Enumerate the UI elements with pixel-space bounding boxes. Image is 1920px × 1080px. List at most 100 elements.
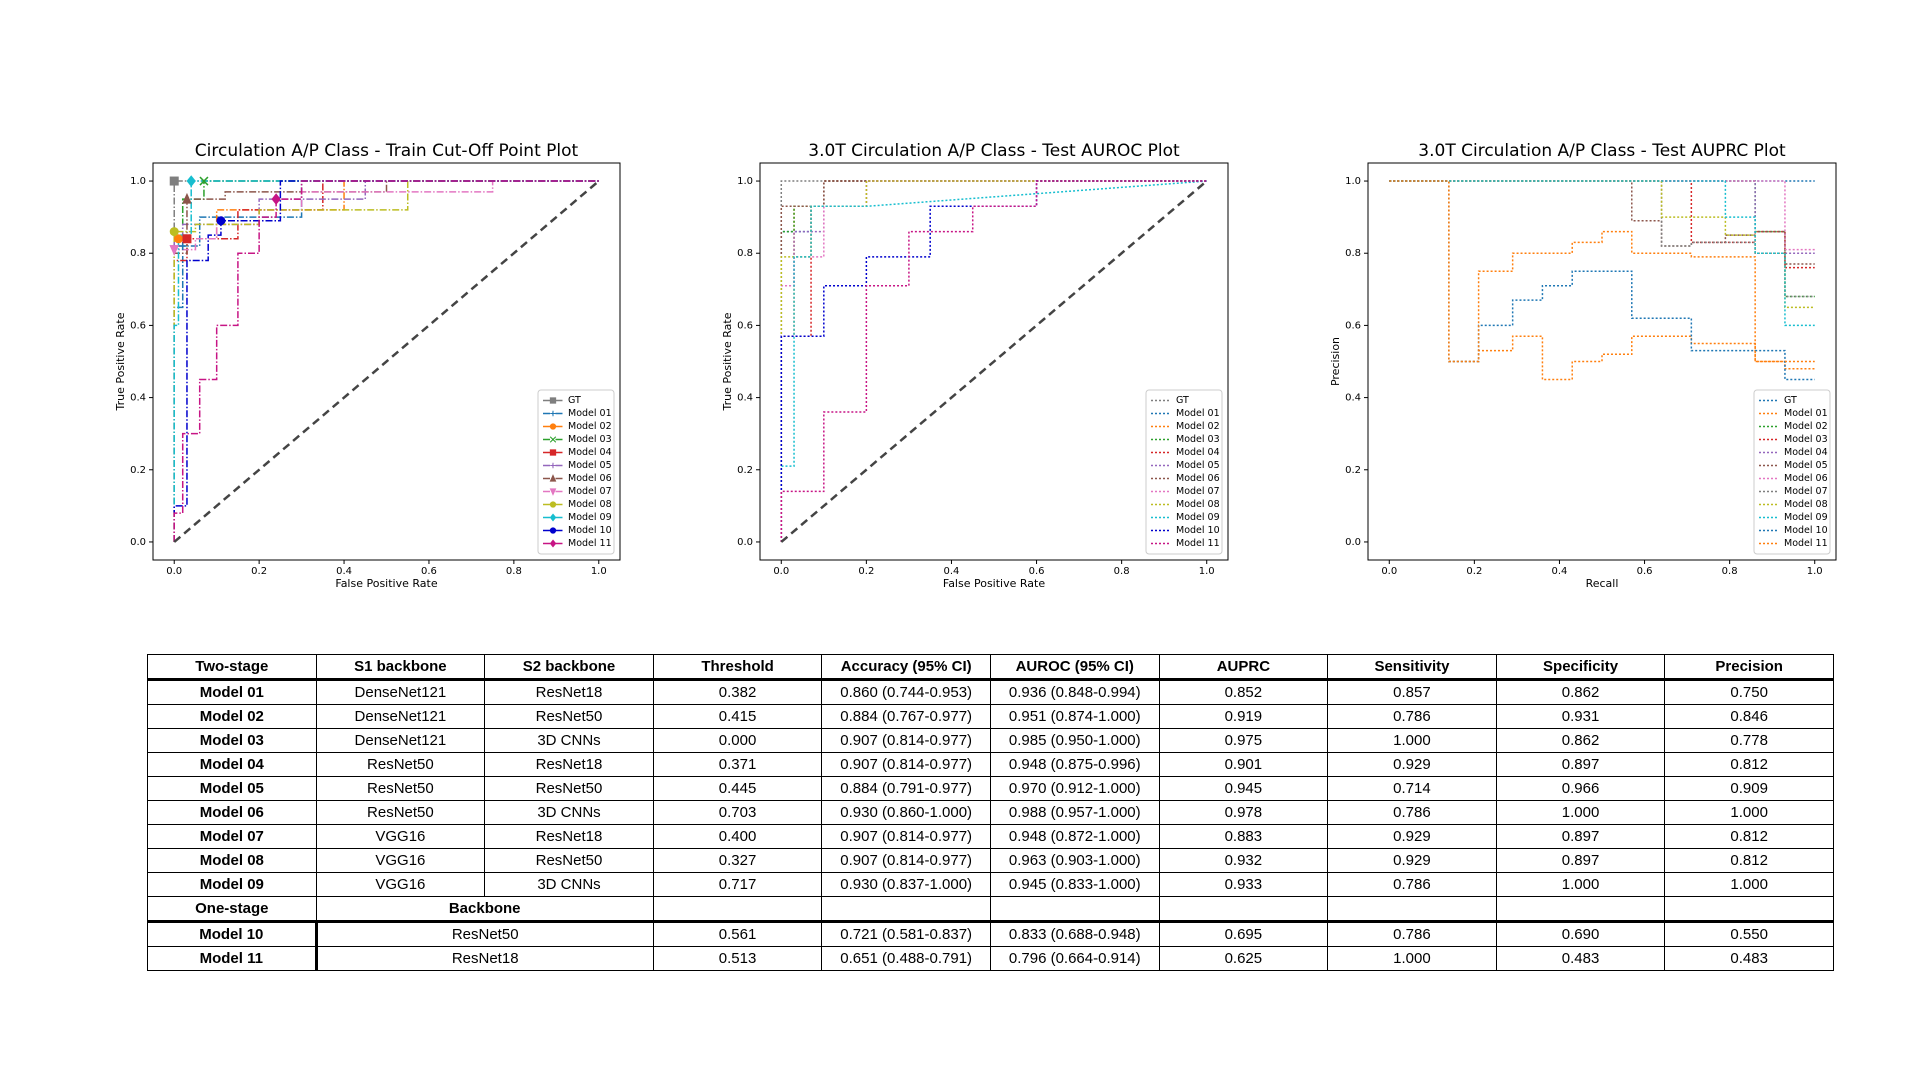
table-cell: Model 09 [147,872,317,897]
table-cell: Threshold [652,654,823,681]
marker [549,423,557,430]
table-cell: 1.000 [1327,946,1497,971]
marker [216,216,226,226]
legend-label: Model 07 [1176,486,1220,497]
table-cell: 0.932 [1158,848,1329,873]
table-cell [652,896,823,923]
table-cell: Model 01 [147,679,317,705]
table-cell: 0.445 [652,776,823,801]
legend-label: Model 04 [1784,447,1828,458]
marker [549,474,557,482]
marker [549,527,557,534]
table-cell: Backbone [315,896,654,923]
table-cell [989,896,1160,923]
table-cell: 1.000 [1495,800,1666,825]
legend-label: Model 10 [1784,525,1828,536]
table-cell: 0.483 [1664,946,1834,971]
table-cell: Model 07 [147,824,317,849]
table-cell: 3D CNNs [484,800,654,825]
legend-label: Model 03 [1176,434,1220,445]
legend-label: Model 06 [1176,473,1220,484]
legend-label: Model 02 [568,421,612,432]
table-cell: 0.786 [1327,800,1497,825]
legend-label: Model 02 [1784,421,1828,432]
table-cell: Model 11 [147,946,318,971]
table-row: Model 11 ResNet18 0.513 0.651 (0.488-0.791)… [147,946,1834,971]
table-cell: Model 04 [147,752,317,777]
table-cell: 0.721 (0.581-0.837) [821,921,991,947]
reference-line [780,180,1208,543]
reference-line [173,180,600,543]
table-cell: 0.929 [1327,848,1497,873]
y-tick-label: 0.8 [130,248,146,259]
table-cell: 0.750 [1664,679,1834,705]
legend-label: Model 11 [568,538,612,549]
table-cell: 0.945 [1158,776,1329,801]
y-tick-label: 0.0 [1345,537,1361,548]
marker [182,234,192,244]
legend-label: Model 01 [568,408,612,419]
results-table: Two-stage S1 backbone S2 backbone Threshold… [147,654,1834,971]
y-tick-label: 1.0 [737,176,753,187]
legend-label: GT [1176,395,1189,406]
table-cell: 0.907 (0.814-0.977) [821,848,991,873]
table-row: Model 07 VGG16 ResNet18 0.400 0.907 (0.814-0… [147,824,1834,849]
marker [550,410,556,417]
marker [271,193,281,205]
x-tick-label: 1.0 [1199,566,1215,577]
table-cell: 0.907 (0.814-0.977) [821,752,991,777]
table-cell: 0.833 (0.688-0.948) [989,921,1160,947]
y-tick-label: 0.6 [737,320,753,331]
table-cell: Model 05 [147,776,317,801]
curve [173,180,599,542]
curve [1389,180,1815,309]
marker [169,176,179,186]
chart-title: 3.0T Circulation A/P Class - Test AUPRC … [1418,141,1786,161]
table-cell: ResNet50 [484,776,654,801]
x-tick-label: 0.6 [421,566,437,577]
table-cell: 0.717 [652,872,823,897]
table-cell: 0.400 [652,824,823,849]
marker [173,234,183,244]
table-cell: 0.988 (0.957-1.000) [989,800,1160,825]
table-cell: 0.945 (0.833-1.000) [989,872,1160,897]
table-cell: ResNet50 [315,921,654,947]
y-tick-label: 0.4 [737,393,753,404]
table-cell: 0.975 [1158,728,1329,753]
table-row: Model 06 ResNet50 3D CNNs 0.703 0.930 (0.860… [147,800,1834,825]
legend-label: Model 07 [568,486,612,497]
table-cell: Model 02 [147,704,317,729]
table-cell: 0.812 [1664,752,1834,777]
y-tick-label: 0.2 [1345,465,1361,476]
table-cell: ResNet50 [484,848,654,873]
table-cell: Specificity [1495,654,1666,681]
marker [182,192,192,204]
table-row: Model 05 ResNet50 ResNet50 0.445 0.884 (0.79… [147,776,1834,801]
legend-label: Model 01 [1784,408,1828,419]
plot-frame [152,162,621,561]
table-row: Model 02 DenseNet121 ResNet50 0.415 0.884 (0… [147,704,1834,729]
legend-label: Model 02 [1176,421,1220,432]
legend-label: Model 05 [1784,460,1828,471]
x-tick-label: 0.2 [858,566,874,577]
table-cell: 0.963 (0.903-1.000) [989,848,1160,873]
x-tick-label: 0.8 [506,566,522,577]
table-cell: S2 backbone [484,654,654,681]
legend-label: Model 06 [1784,473,1828,484]
table-cell [1495,896,1666,923]
y-tick-label: 0.0 [737,537,753,548]
table-cell: 0.862 [1495,679,1666,705]
table-cell: 3D CNNs [484,728,654,753]
table-cell: 0.930 (0.860-1.000) [821,800,991,825]
legend-label: Model 05 [1176,460,1220,471]
table-cell: 0.550 [1664,921,1834,947]
table-row: Model 08 VGG16 ResNet50 0.327 0.907 (0.814-0… [147,848,1834,873]
table-cell: Two-stage [147,654,317,681]
curve [1389,180,1815,251]
charts: Circulation A/P Class - Train Cut-Off Po… [114,141,1837,590]
table-cell: 0.786 [1327,704,1497,729]
table-cell: ResNet18 [484,752,654,777]
table-cell: ResNet50 [484,704,654,729]
legend-label: Model 08 [1176,499,1220,510]
table-cell: 0.948 (0.872-1.000) [989,824,1160,849]
